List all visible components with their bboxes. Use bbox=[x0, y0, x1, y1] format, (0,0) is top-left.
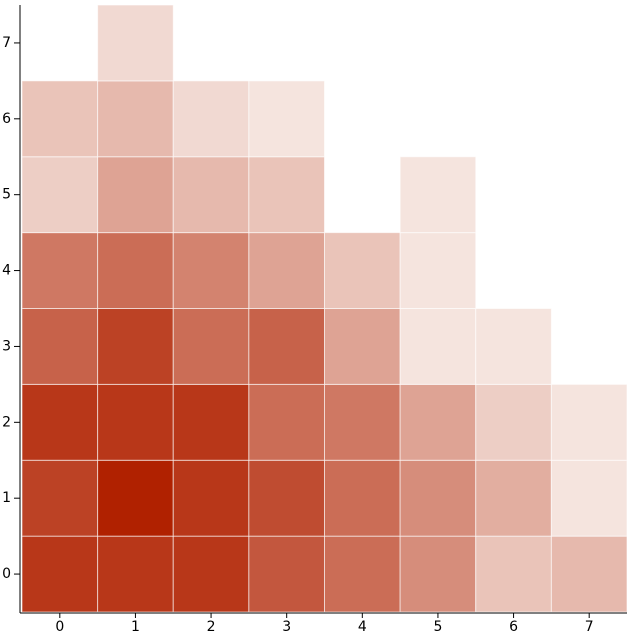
heatmap-cell bbox=[21, 459, 99, 537]
heatmap-cell bbox=[399, 308, 477, 385]
heatmap-cell bbox=[248, 156, 325, 234]
heatmap-cell bbox=[399, 459, 477, 537]
heatmap-cell bbox=[248, 80, 325, 158]
heatmap-cell bbox=[248, 535, 325, 613]
x-tick-label: 2 bbox=[207, 619, 216, 635]
x-tick-label: 7 bbox=[585, 619, 594, 635]
heatmap-cell bbox=[248, 459, 325, 537]
heatmap-cell bbox=[172, 383, 250, 461]
heatmap-cell bbox=[172, 80, 250, 158]
heatmap-cell bbox=[97, 459, 174, 537]
y-tick-label: 0 bbox=[2, 566, 11, 582]
x-tick-label: 0 bbox=[55, 619, 64, 635]
y-tick-label: 5 bbox=[2, 187, 11, 203]
heatmap-cell bbox=[97, 308, 174, 385]
y-tick-label: 6 bbox=[2, 111, 11, 127]
heatmap-cell bbox=[21, 535, 99, 613]
heatmap-cell bbox=[21, 308, 99, 385]
y-tick-label: 3 bbox=[2, 338, 11, 354]
heatmap-cell bbox=[475, 308, 552, 385]
heatmap-cell bbox=[172, 232, 250, 309]
heatmap-cell bbox=[399, 383, 477, 461]
heatmap-cell bbox=[21, 383, 99, 461]
heatmap-cell bbox=[248, 232, 325, 309]
heatmap-cell bbox=[550, 383, 628, 461]
y-tick-label: 7 bbox=[2, 35, 11, 51]
heatmap-cell bbox=[324, 459, 401, 537]
heatmap-cell bbox=[324, 308, 401, 385]
heatmap-cell bbox=[324, 383, 401, 461]
heatmap-cell bbox=[475, 535, 552, 613]
heatmap-cell bbox=[172, 308, 250, 385]
heatmap-cell bbox=[475, 383, 552, 461]
x-tick-label: 1 bbox=[131, 619, 140, 635]
heatmap-cell bbox=[97, 80, 174, 158]
heatmap-cell bbox=[399, 535, 477, 613]
heatmap-cell bbox=[550, 459, 628, 537]
heatmap-cell bbox=[475, 459, 552, 537]
x-tick-label: 4 bbox=[358, 619, 367, 635]
heatmap-cell bbox=[21, 232, 99, 309]
heatmap-cell bbox=[97, 383, 174, 461]
heatmap-cell bbox=[97, 156, 174, 234]
x-tick-label: 6 bbox=[509, 619, 518, 635]
heatmap-cell bbox=[248, 383, 325, 461]
y-tick-label: 4 bbox=[2, 263, 11, 279]
heatmap-cell bbox=[21, 80, 99, 158]
heatmap-cell bbox=[399, 232, 477, 309]
heatmap-cell bbox=[324, 232, 401, 309]
heatmap-cell bbox=[550, 535, 628, 613]
heatmap-cell bbox=[248, 308, 325, 385]
heatmap-cell bbox=[172, 459, 250, 537]
heatmap-cell bbox=[97, 4, 174, 82]
heatmap-cell bbox=[399, 156, 477, 234]
heatmap-cell bbox=[21, 156, 99, 234]
x-tick-label: 5 bbox=[433, 619, 442, 635]
heatmap-cell bbox=[97, 232, 174, 309]
heatmap-cell bbox=[324, 535, 401, 613]
y-tick-label: 2 bbox=[2, 414, 11, 430]
heatmap-cell bbox=[172, 535, 250, 613]
heatmap-cell bbox=[172, 156, 250, 234]
x-tick-label: 3 bbox=[282, 619, 291, 635]
y-tick-label: 1 bbox=[2, 490, 11, 506]
heatmap-cell bbox=[97, 535, 174, 613]
